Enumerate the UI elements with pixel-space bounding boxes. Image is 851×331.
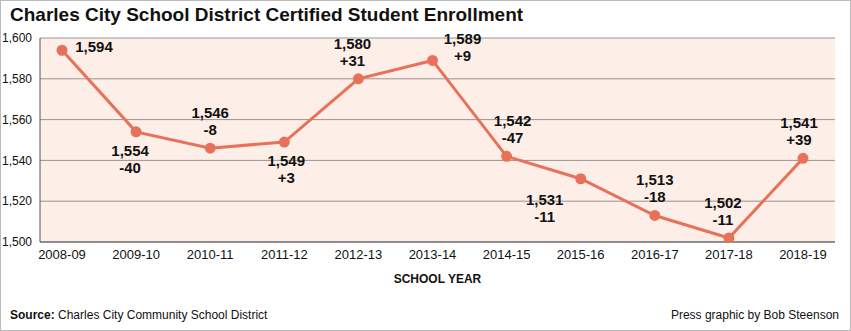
svg-text:+39: +39 [786, 131, 811, 148]
svg-text:1,502: 1,502 [704, 194, 742, 211]
html-text:Source: Charles City Community: Source: Charles City Community School Di… [10, 308, 268, 322]
svg-text:+9: +9 [454, 47, 471, 64]
svg-text:1,554: 1,554 [111, 142, 149, 159]
svg-text:-47: -47 [502, 129, 524, 146]
svg-text:2009-10: 2009-10 [112, 247, 160, 262]
svg-text:-11: -11 [712, 211, 733, 228]
svg-text:1,531: 1,531 [526, 191, 564, 208]
svg-text:2016-17: 2016-17 [631, 247, 679, 262]
svg-text:2008-09: 2008-09 [38, 247, 86, 262]
html-text:Charles City School District C: Charles City School District Certified S… [10, 4, 524, 25]
svg-text:1,580: 1,580 [8, 72, 32, 86]
svg-text:2015-16: 2015-16 [557, 247, 605, 262]
svg-text:1,549: 1,549 [268, 152, 306, 169]
svg-text:-11: -11 [534, 208, 555, 225]
svg-text:1,600: 1,600 [8, 31, 32, 45]
svg-text:2017-18: 2017-18 [705, 247, 753, 262]
svg-text:1,513: 1,513 [636, 171, 674, 188]
svg-text:1,560: 1,560 [8, 113, 32, 127]
svg-text:-8: -8 [204, 121, 217, 138]
svg-text:+3: +3 [278, 169, 295, 186]
svg-text:+31: +31 [340, 52, 365, 69]
svg-text:1,546: 1,546 [191, 104, 229, 121]
svg-text:-40: -40 [119, 159, 141, 176]
svg-text:2018-19: 2018-19 [779, 247, 827, 262]
svg-text:1,594: 1,594 [75, 38, 113, 55]
svg-text:SCHOOL YEAR: SCHOOL YEAR [394, 272, 482, 286]
svg-text:1,589: 1,589 [444, 30, 482, 47]
html-text:Press graphic by Bob Steenson: Press graphic by Bob Steenson [670, 308, 839, 322]
svg-text:-18: -18 [644, 188, 666, 205]
svg-text:1,542: 1,542 [494, 112, 532, 129]
svg-text:2010-11: 2010-11 [187, 247, 234, 262]
svg-text:2014-15: 2014-15 [483, 247, 531, 262]
svg-text:1,520: 1,520 [8, 194, 32, 208]
svg-text:1,580: 1,580 [334, 35, 372, 52]
svg-text:1,540: 1,540 [8, 154, 32, 168]
svg-text:2011-12: 2011-12 [261, 247, 308, 262]
svg-text:2013-14: 2013-14 [409, 247, 457, 262]
svg-text:1,500: 1,500 [8, 235, 32, 249]
svg-text:2012-13: 2012-13 [335, 247, 383, 262]
svg-text:1,541: 1,541 [780, 114, 818, 131]
